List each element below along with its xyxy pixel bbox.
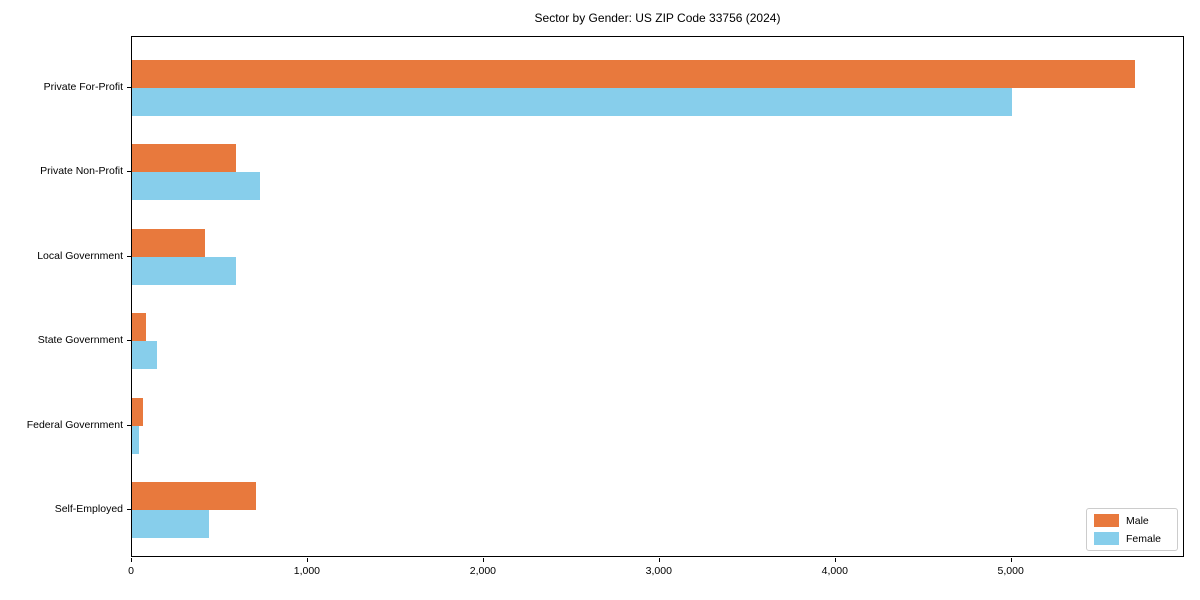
x-tick-mark	[658, 558, 660, 562]
y-tick-mark	[127, 424, 131, 426]
chart-title: Sector by Gender: US ZIP Code 33756 (202…	[534, 11, 781, 25]
y-tick-label: Local Government	[37, 249, 123, 262]
x-tick-mark	[482, 558, 484, 562]
x-tick-label: 1,000	[293, 565, 321, 577]
y-tick-mark	[127, 87, 131, 88]
bar-male-5	[132, 397, 143, 426]
plot-area: Male Female	[131, 36, 1184, 557]
y-tick-mark	[127, 509, 131, 510]
x-tick-label: 0	[128, 565, 134, 577]
x-tick-mark	[131, 558, 132, 562]
legend-label: Female	[1126, 532, 1162, 545]
y-tick-label: Private For-Profit	[43, 81, 123, 93]
y-tick-mark	[127, 171, 131, 173]
bar-female-4	[132, 341, 157, 370]
y-tick-label: Private Non-Profit	[40, 165, 123, 178]
x-tick-mark	[1010, 558, 1012, 562]
legend-swatch-female	[1094, 532, 1119, 545]
y-tick-mark	[127, 340, 131, 342]
x-tick-label: 4,000	[821, 565, 848, 577]
bar-female-6	[132, 510, 209, 538]
legend-label: Male	[1126, 514, 1149, 527]
bar-male-3	[132, 228, 205, 257]
x-tick-mark	[306, 558, 308, 562]
x-tick-mark	[834, 558, 836, 562]
x-tick-label: 5,000	[997, 565, 1024, 577]
bar-male-1	[132, 60, 1135, 88]
legend-swatch-male	[1094, 514, 1119, 527]
bar-female-1	[132, 88, 1012, 116]
bar-male-2	[132, 144, 236, 173]
x-tick-label: 3,000	[645, 565, 672, 577]
legend-item-male: Male	[1094, 514, 1169, 527]
legend: Male Female	[1086, 508, 1178, 551]
y-tick-label: State Government	[37, 334, 123, 347]
y-tick-label: Federal Government	[26, 418, 123, 431]
bar-female-2	[132, 172, 260, 201]
x-tick-label: 2,000	[469, 565, 497, 577]
y-tick-mark	[127, 255, 131, 257]
y-tick-label: Self-Employed	[54, 503, 123, 515]
bar-female-5	[132, 425, 139, 454]
legend-item-female: Female	[1094, 532, 1169, 545]
bar-female-3	[132, 256, 236, 285]
bar-male-6	[132, 482, 256, 510]
bar-male-4	[132, 313, 147, 342]
